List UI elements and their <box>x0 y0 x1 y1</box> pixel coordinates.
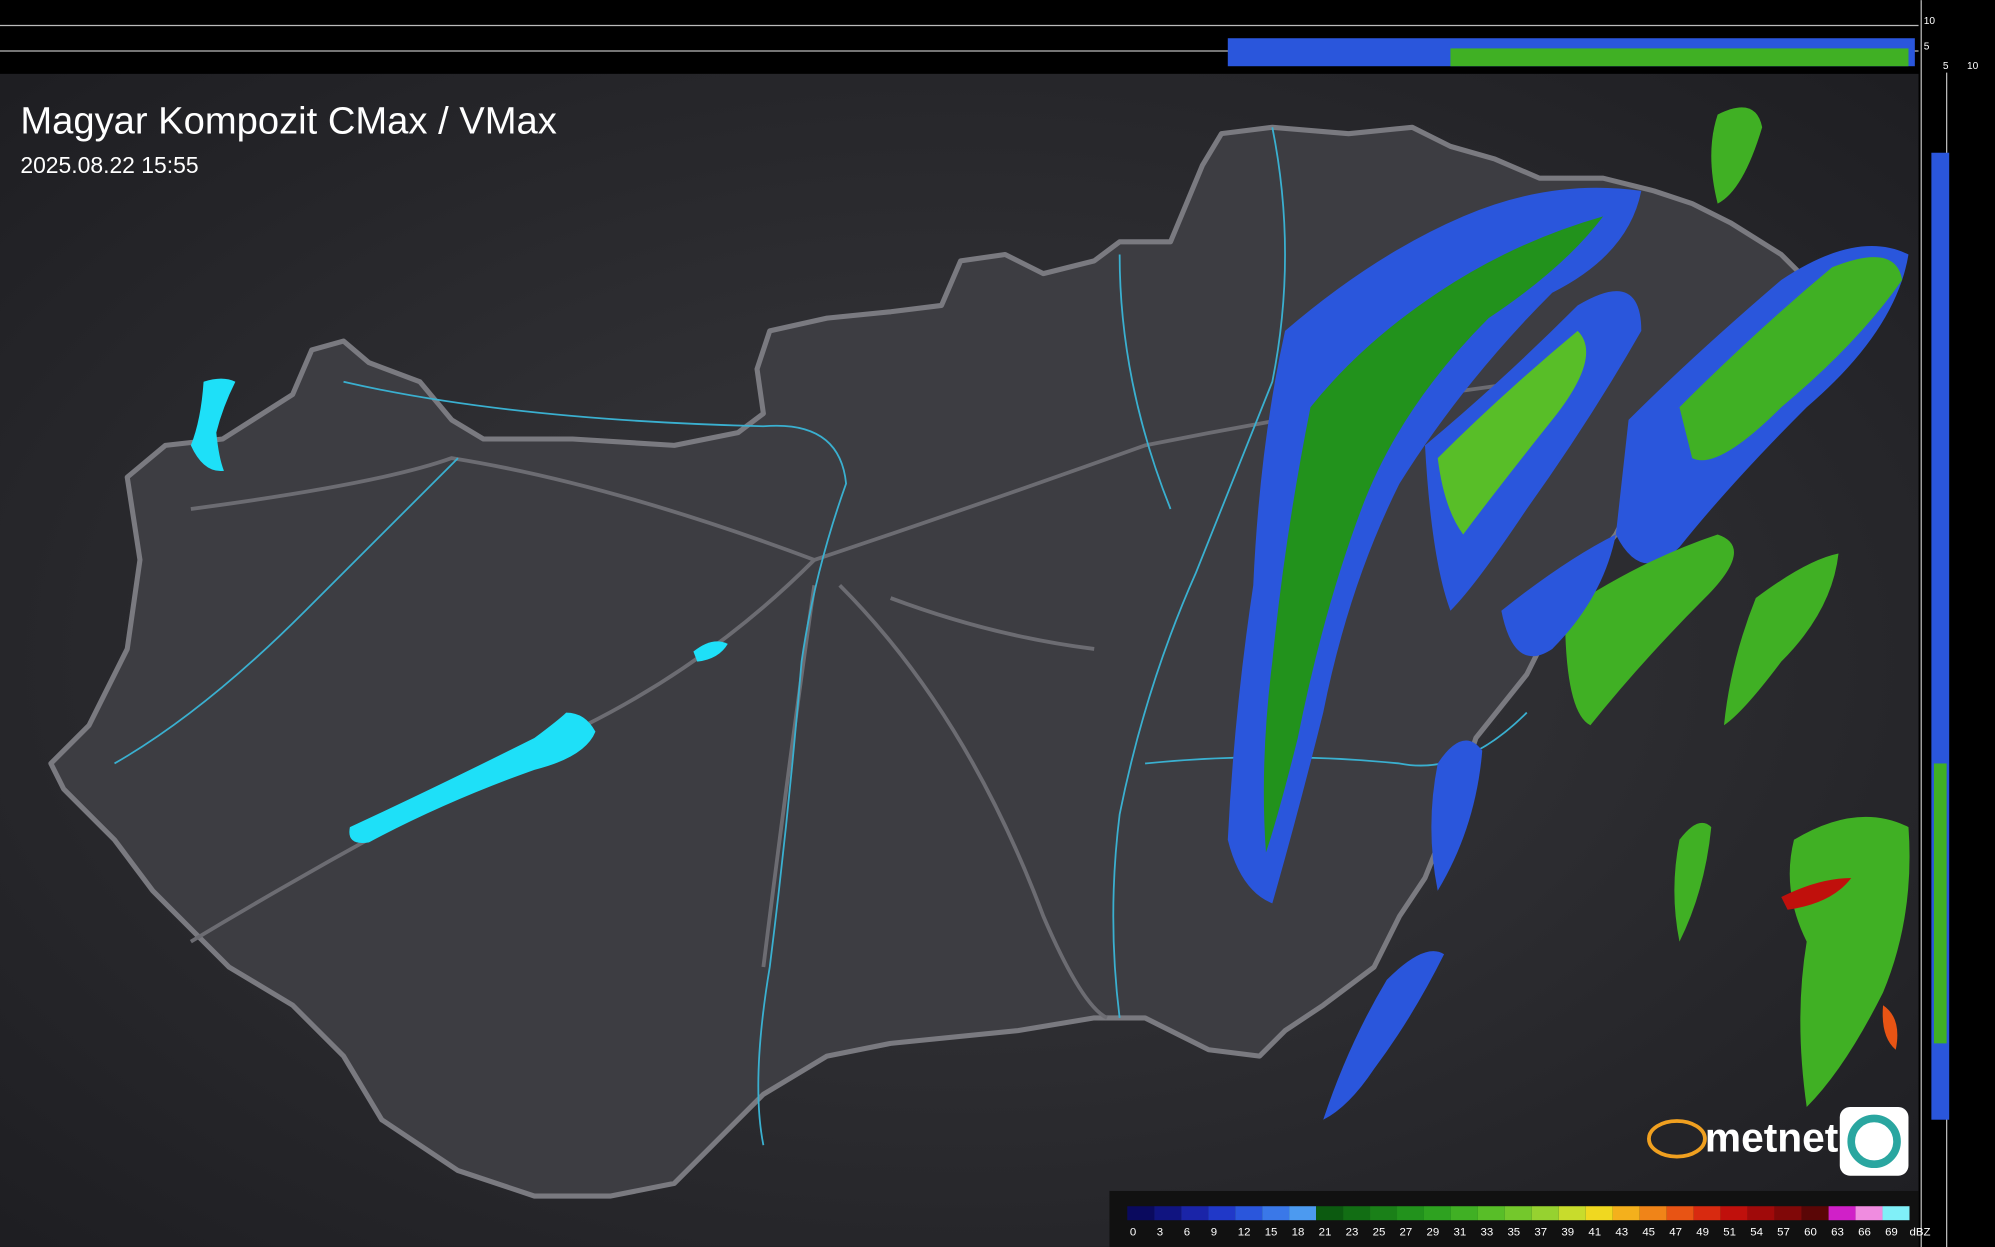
profile-label: 5 <box>1943 61 1949 72</box>
legend-label: 31 <box>1454 1226 1467 1238</box>
legend-swatch <box>1343 1206 1371 1221</box>
legend-swatch <box>1774 1206 1802 1221</box>
legend-label: 12 <box>1238 1226 1251 1238</box>
legend-swatch <box>1181 1206 1209 1221</box>
legend-swatch <box>1504 1206 1532 1221</box>
legend-swatch <box>1585 1206 1613 1221</box>
legend-label: 47 <box>1669 1226 1682 1238</box>
lake <box>693 641 728 662</box>
legend-label: 18 <box>1292 1226 1305 1238</box>
timestamp: 2025.08.22 15:55 <box>20 152 198 178</box>
legend-label: 29 <box>1427 1226 1440 1238</box>
legend-label: 6 <box>1184 1226 1190 1238</box>
legend-label: 27 <box>1400 1226 1413 1238</box>
legend-label: 45 <box>1642 1226 1655 1238</box>
legend-swatch <box>1801 1206 1829 1221</box>
legend-swatch <box>1397 1206 1424 1221</box>
legend-label: 35 <box>1507 1226 1520 1238</box>
legend-swatch <box>1289 1206 1317 1221</box>
legend: 0 3 6 9 12 15 18 21 23 25 27 29 31 33 35 37 39 41 43 45 47 49… <box>1127 1206 1930 1238</box>
legend-label: 60 <box>1804 1226 1817 1238</box>
profile-echo <box>1450 48 1909 67</box>
lake <box>190 378 236 472</box>
legend-swatch <box>1370 1206 1398 1221</box>
side-strip <box>1918 0 1995 1247</box>
legend-swatch <box>1477 1206 1505 1221</box>
legend-label: 49 <box>1696 1226 1709 1238</box>
logo-text: metnet <box>1705 1115 1839 1161</box>
legend-swatch <box>1316 1206 1344 1221</box>
legend-swatch <box>1828 1206 1856 1221</box>
legend-unit: dBZ <box>1910 1226 1931 1238</box>
profile-label: 5 <box>1924 42 1930 53</box>
legend-swatch <box>1154 1206 1182 1221</box>
legend-swatch <box>1693 1206 1721 1221</box>
legend-label: 63 <box>1831 1226 1844 1238</box>
title: Magyar Kompozit CMax / VMax <box>20 100 556 143</box>
legend-swatch <box>1423 1206 1451 1221</box>
legend-swatch <box>1262 1206 1290 1221</box>
legend-label: 54 <box>1750 1226 1763 1238</box>
legend-swatch <box>1747 1206 1775 1221</box>
legend-label: 57 <box>1777 1226 1790 1238</box>
legend-swatch <box>1882 1206 1910 1221</box>
precipitation <box>1227 107 1910 1120</box>
legend-label: 51 <box>1723 1226 1736 1238</box>
lake <box>349 712 596 843</box>
legend-label: 25 <box>1373 1226 1386 1238</box>
legend-label: 21 <box>1319 1226 1332 1238</box>
legend-swatch <box>1450 1206 1478 1221</box>
legend-swatch <box>1855 1206 1883 1221</box>
logo: metnet <box>1647 1106 1909 1176</box>
legend-swatch <box>1666 1206 1694 1221</box>
rivers <box>114 127 1528 1146</box>
legend-label: 39 <box>1561 1226 1574 1238</box>
legend-label: 23 <box>1346 1226 1359 1238</box>
legend-swatch <box>1531 1206 1559 1221</box>
legend-swatch <box>1612 1206 1640 1221</box>
legend-label: 33 <box>1480 1226 1493 1238</box>
legend-label: 3 <box>1157 1226 1163 1238</box>
legend-swatch <box>1720 1206 1748 1221</box>
legend-label: 66 <box>1858 1226 1871 1238</box>
legend-swatch <box>1235 1206 1263 1221</box>
profile-label: 10 <box>1967 61 1979 72</box>
legend-label: 69 <box>1885 1226 1898 1238</box>
legend-label: 41 <box>1588 1226 1601 1238</box>
legend-label: 0 <box>1130 1226 1136 1238</box>
legend-label: 37 <box>1534 1226 1547 1238</box>
legend-swatch <box>1208 1206 1236 1221</box>
legend-label: 9 <box>1211 1226 1217 1238</box>
legend-swatch <box>1558 1206 1586 1221</box>
legend-swatch <box>1639 1206 1667 1221</box>
legend-label: 43 <box>1615 1226 1628 1238</box>
profile-echo <box>1933 763 1947 1044</box>
legend-swatch <box>1127 1206 1155 1221</box>
legend-label: 15 <box>1265 1226 1278 1238</box>
profile-label: 10 <box>1924 16 1936 27</box>
